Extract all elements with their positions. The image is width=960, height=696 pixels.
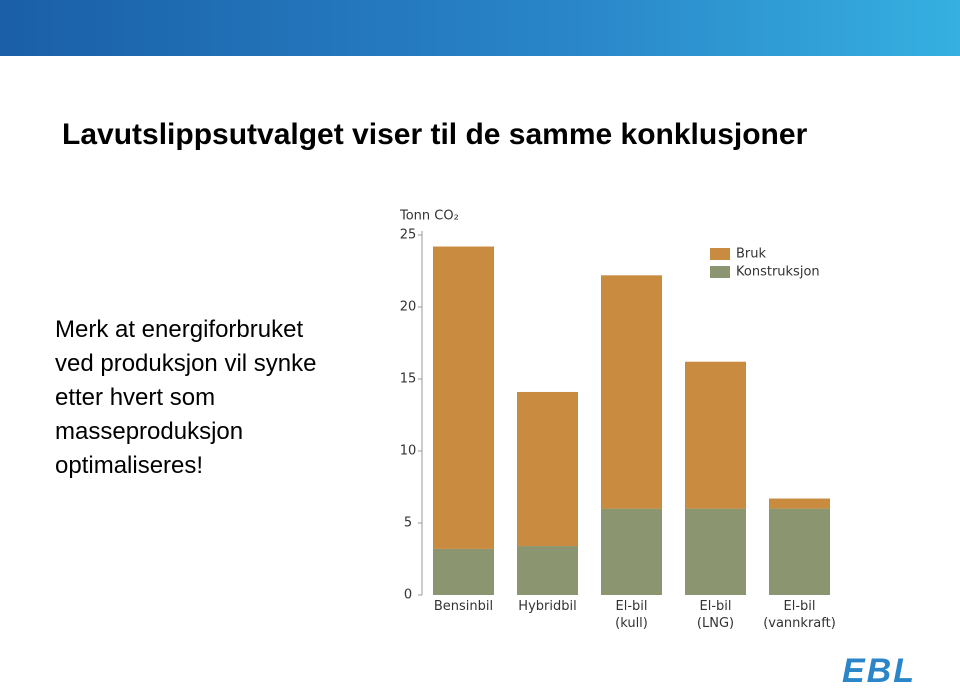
bar-segment bbox=[685, 361, 746, 509]
chart: Tonn CO₂ 0 5 10 15 20 25 Bruk Konstruksjon bbox=[399, 209, 830, 603]
bar-segment bbox=[433, 246, 494, 549]
y-tick-label: 10 bbox=[400, 444, 417, 459]
x-tick-label: El-bil (kull) bbox=[615, 599, 648, 631]
bar-segment bbox=[685, 508, 746, 595]
body-line: optimaliseres! bbox=[55, 452, 204, 479]
bar-segment bbox=[769, 498, 830, 509]
legend-swatch bbox=[710, 266, 730, 278]
bar-segment bbox=[433, 548, 494, 595]
legend-label: Bruk bbox=[736, 247, 767, 262]
banner bbox=[0, 0, 960, 56]
x-tick-label: Bensinbil bbox=[433, 599, 494, 614]
y-axis-label: Tonn CO₂ bbox=[399, 209, 459, 224]
y-tick-label: 5 bbox=[404, 516, 412, 531]
bar-segment bbox=[769, 508, 830, 595]
x-tick-label: El-bil (LNG) bbox=[696, 599, 735, 631]
legend-swatch bbox=[710, 248, 730, 260]
x-tick-label: El-bil (vannkraft) bbox=[763, 599, 836, 631]
x-tick-label: Hybridbil bbox=[518, 599, 577, 614]
y-tick-label: 25 bbox=[400, 228, 417, 243]
body-line: masseproduksjon bbox=[55, 418, 244, 445]
y-tick-label: 15 bbox=[400, 372, 417, 387]
bar-segment bbox=[601, 275, 662, 509]
body-line: ved produksjon vil synke bbox=[55, 350, 317, 377]
y-tick-label: 20 bbox=[400, 300, 417, 315]
logo: EBL bbox=[842, 652, 916, 690]
y-tick-label: 0 bbox=[404, 588, 412, 603]
legend-label: Konstruksjon bbox=[736, 265, 820, 280]
body-line: Merk at energiforbruket bbox=[55, 316, 304, 343]
slide-title: Lavutslippsutvalget viser til de samme k… bbox=[62, 118, 808, 151]
body-line: etter hvert som bbox=[55, 384, 216, 411]
bar-segment bbox=[601, 508, 662, 595]
bar-segment bbox=[517, 391, 578, 547]
bar-segment bbox=[517, 546, 578, 595]
